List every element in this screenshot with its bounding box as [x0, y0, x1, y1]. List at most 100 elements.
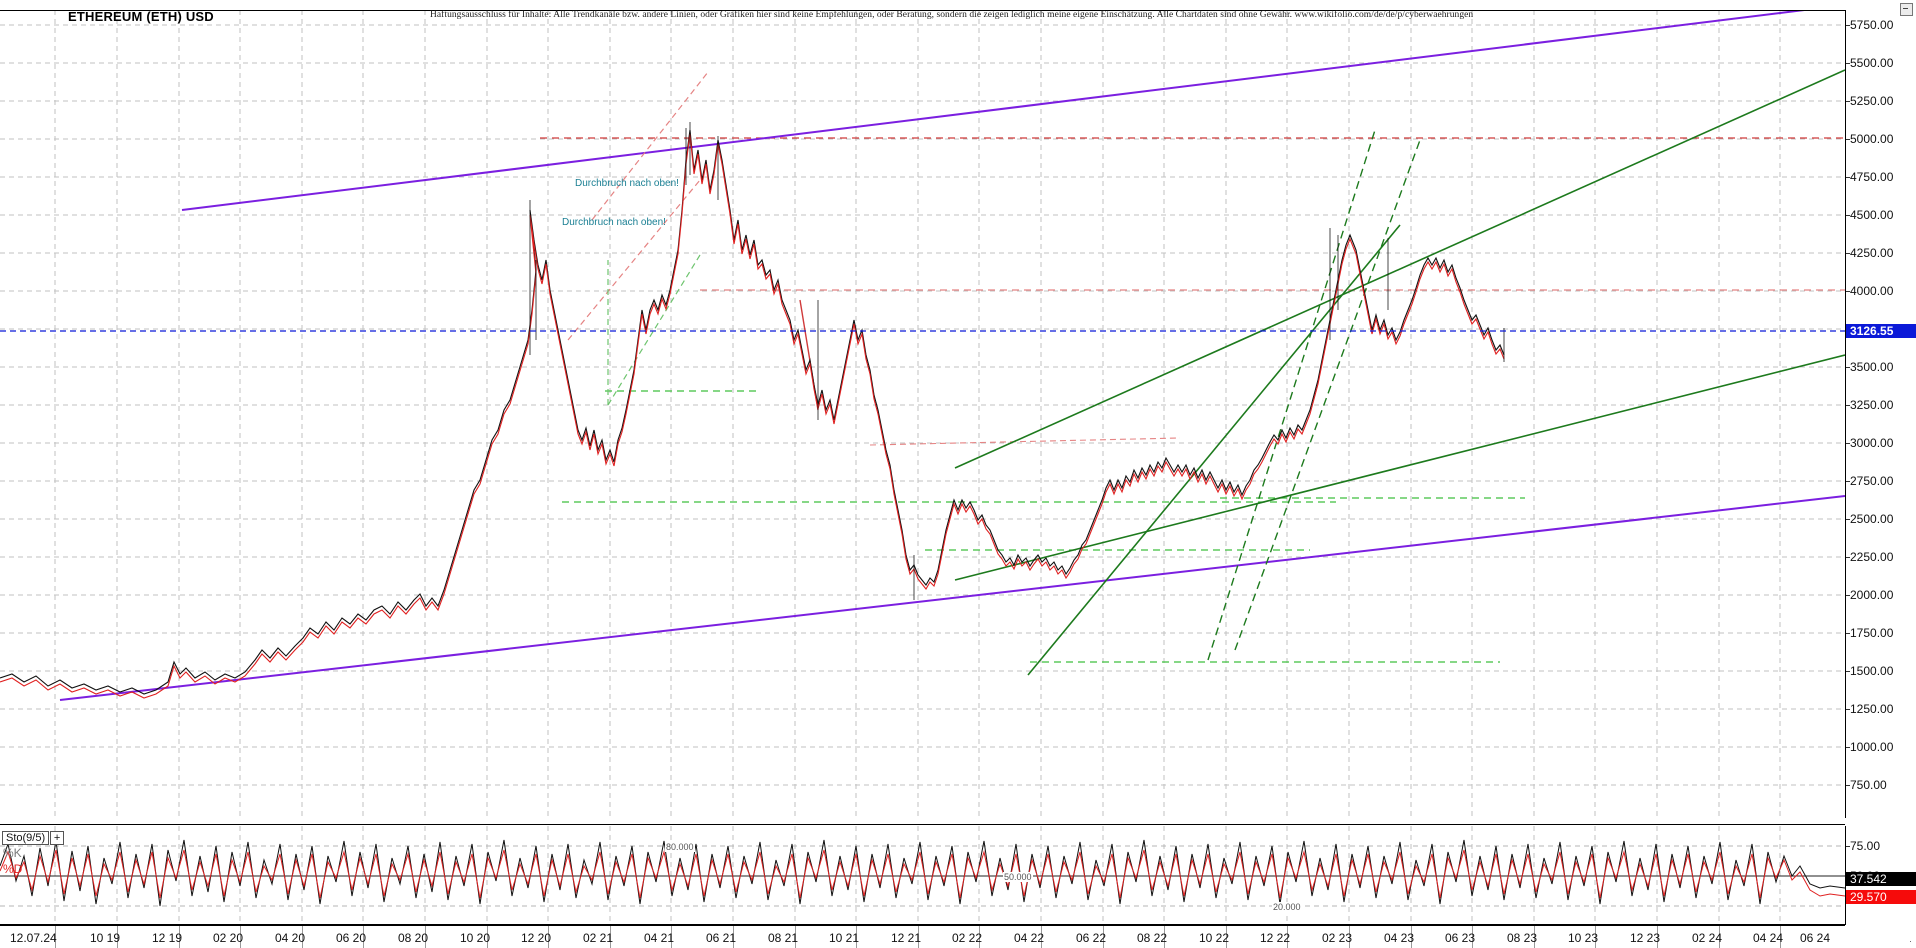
x-tick-19: 10 22	[1199, 931, 1230, 945]
price-line-red	[0, 133, 1505, 699]
indicator-value-k: 37.542	[1846, 872, 1916, 886]
annotation-breakout-1: Durchbruch nach oben!	[575, 178, 679, 189]
green-trend-channels	[954, 69, 1845, 676]
x-tick-25: 10 23	[1568, 931, 1599, 945]
x-tick-29: 06 24	[1800, 931, 1831, 945]
pane-separator	[0, 824, 1845, 825]
green-steep-trendline	[1027, 224, 1401, 676]
series-label-k: %K	[3, 846, 22, 860]
x-tick-22: 04 23	[1384, 931, 1415, 945]
level-line-diag-red-mid	[869, 437, 1181, 446]
purple-lower-trendline	[59, 495, 1845, 701]
indicator-tick-75: 75.00	[1850, 839, 1881, 853]
red-dashed-up-a	[591, 71, 709, 221]
x-tick-11: 06 21	[706, 931, 737, 945]
x-tick-7: 10 20	[460, 931, 491, 945]
indicator-bottom-border	[0, 924, 1845, 925]
x-tick-21: 02 23	[1322, 931, 1353, 945]
x-tick-13: 10 21	[829, 931, 860, 945]
indicator-level-label-50: 50.000	[1003, 872, 1033, 882]
green-steep-dashed-a	[1207, 129, 1376, 661]
stoch-d-line	[0, 849, 1845, 899]
indicator-value-d: 29.570	[1846, 890, 1916, 904]
price-tick-2250: 2250.00	[1850, 550, 1894, 564]
x-tick-26: 12 23	[1630, 931, 1661, 945]
price-tick-4250: 4250.00	[1850, 246, 1894, 260]
green-steep-dashed-b	[1234, 139, 1421, 651]
stoch-k-line	[0, 839, 1845, 907]
x-tick-1: 10 19	[90, 931, 121, 945]
indicator-level-lines	[0, 845, 1845, 907]
indicator-level-label-20: 20.000	[1272, 902, 1302, 912]
price-tick-5250: 5250.00	[1850, 94, 1894, 108]
price-tick-5500: 5500.00	[1850, 56, 1894, 70]
price-tick-1250: 1250.00	[1850, 702, 1894, 716]
annotation-breakout-2: Durchbruch nach oben!	[562, 217, 666, 228]
price-plot-svg	[0, 10, 1845, 818]
series-label-d: %D	[3, 862, 23, 876]
indicator-legend[interactable]: Sto(9/5) +	[2, 828, 65, 846]
price-tick-3000: 3000.00	[1850, 436, 1894, 450]
indicator-level-label-80: 80.000	[665, 842, 695, 852]
page-title: ETHEREUM (ETH) USD	[68, 9, 214, 24]
x-tick-3: 02 20	[213, 931, 244, 945]
x-tick-18: 08 22	[1137, 931, 1168, 945]
purple-trend-channel	[59, 10, 1845, 701]
green-mid-trendline	[954, 354, 1845, 581]
collapse-icon[interactable]	[1900, 3, 1913, 16]
plus-icon[interactable]: +	[50, 831, 65, 845]
purple-upper-trendline	[181, 10, 1813, 211]
indicator-axis[interactable]: 75.00 50.00 37.542 29.570	[1845, 826, 1916, 925]
disclaimer-text: Haftungsausschluss für Inhalte: Alle Tre…	[430, 10, 1474, 20]
price-tick-3250: 3250.00	[1850, 398, 1894, 412]
green-dashed-up-c	[607, 254, 701, 406]
price-tick-5000: 5000.00	[1850, 132, 1894, 146]
price-tick-4750: 4750.00	[1850, 170, 1894, 184]
x-tick-5: 06 20	[336, 931, 367, 945]
price-wicks	[529, 122, 1505, 600]
stochastic-indicator-pane[interactable]: 80.000 50.000 20.000	[0, 826, 1845, 925]
x-tick-24: 08 23	[1507, 931, 1538, 945]
price-tick-2500: 2500.00	[1850, 512, 1894, 526]
x-tick-12: 08 21	[768, 931, 799, 945]
price-tick-5750: 5750.00	[1850, 18, 1894, 32]
indicator-plot-svg	[0, 826, 1845, 925]
price-tick-1000: 1000.00	[1850, 740, 1894, 754]
horizontal-gridlines	[0, 24, 1845, 786]
price-tick-2000: 2000.00	[1850, 588, 1894, 602]
x-tick-27: 02 24	[1692, 931, 1723, 945]
green-upper-trendline	[954, 69, 1845, 469]
x-tick-20: 12 22	[1260, 931, 1291, 945]
price-tick-1750: 1750.00	[1850, 626, 1894, 640]
price-tick-1500: 1500.00	[1850, 664, 1894, 678]
level-lines	[540, 137, 1845, 663]
price-tick-750: 750.00	[1850, 778, 1887, 792]
x-tick-17: 06 22	[1076, 931, 1107, 945]
x-tick-0: 12.07.24	[10, 931, 57, 945]
x-tick-16: 04 22	[1014, 931, 1045, 945]
red-dashed-up-b	[567, 179, 701, 341]
price-series	[0, 122, 1505, 699]
x-tick-9: 02 21	[583, 931, 614, 945]
x-tick-8: 12 20	[521, 931, 552, 945]
price-tick-2750: 2750.00	[1850, 474, 1894, 488]
price-line-black	[0, 129, 1505, 695]
x-tick-14: 12 21	[891, 931, 922, 945]
x-tick-23: 06 23	[1445, 931, 1476, 945]
price-tick-4000: 4000.00	[1850, 284, 1894, 298]
x-tick-10: 04 21	[644, 931, 675, 945]
x-tick-2: 12 19	[152, 931, 183, 945]
x-tick-6: 08 20	[398, 931, 429, 945]
price-axis[interactable]: 5750.00 5500.00 5250.00 5000.00 4750.00 …	[1845, 10, 1916, 818]
price-chart-pane[interactable]: Durchbruch nach oben! Durchbruch nach ob…	[0, 10, 1845, 818]
current-price-label: 3126.55	[1846, 324, 1916, 338]
date-axis[interactable]: 12.07.24 10 19 12 19 02 20 04 20 06 20 0…	[0, 925, 1845, 948]
pane-top-border	[0, 10, 1845, 11]
indicator-name-chip[interactable]: Sto(9/5)	[2, 831, 50, 845]
x-tick-4: 04 20	[275, 931, 306, 945]
x-tick-28: 04 24	[1753, 931, 1784, 945]
scroll-caret-icon[interactable]: ·	[1909, 936, 1912, 946]
vertical-gridlines	[54, 10, 1781, 818]
price-tick-3500: 3500.00	[1850, 360, 1894, 374]
